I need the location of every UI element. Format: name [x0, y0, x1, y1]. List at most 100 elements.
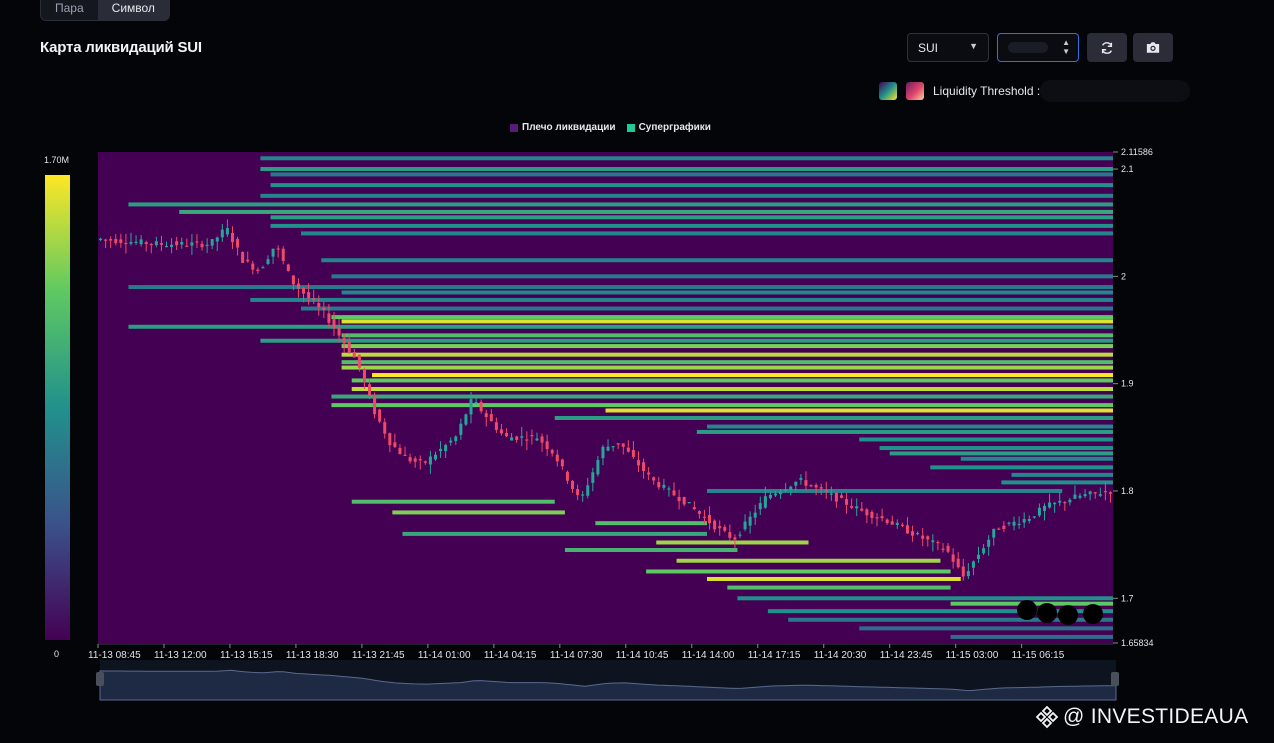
candle-body — [941, 548, 945, 550]
candle-body — [393, 442, 397, 448]
liquidation-level — [341, 352, 1114, 357]
liquidation-level — [341, 319, 1114, 324]
candle-body — [1042, 505, 1046, 511]
viridis-palette-swatch[interactable] — [879, 82, 897, 100]
candle-body — [819, 487, 823, 489]
liquidation-level — [341, 365, 1114, 370]
candle-body — [961, 566, 965, 577]
candle-body — [743, 521, 747, 530]
candle-body — [114, 239, 118, 244]
y-tick-label: 1.65834 — [1121, 638, 1154, 648]
candle-body — [484, 413, 488, 418]
liquidation-level — [960, 456, 1113, 461]
x-tick-label: 11-14 01:00 — [418, 650, 471, 661]
liquidation-level — [260, 167, 1113, 172]
candle-body — [560, 459, 564, 467]
liquidation-level — [372, 373, 1113, 378]
chevron-down-icon: ▼ — [969, 41, 978, 51]
liquidation-level — [341, 344, 1114, 349]
candle-body — [357, 354, 361, 368]
screenshot-button[interactable] — [1133, 33, 1173, 62]
candle-body — [408, 457, 412, 462]
candle-body — [423, 461, 427, 463]
symbol-select[interactable]: SUI ▼ — [907, 33, 989, 62]
legend-label: Суперграфики — [638, 122, 711, 133]
candle-body — [362, 370, 366, 382]
liquidity-threshold: Liquidity Threshold : — [879, 82, 1040, 100]
threshold-slider[interactable] — [1040, 80, 1190, 102]
candle-body — [895, 522, 899, 525]
colorbar — [45, 175, 70, 640]
candle-body — [951, 554, 955, 562]
liquidation-level — [889, 451, 1113, 456]
liquidation-level — [737, 596, 1113, 601]
candle-body — [464, 414, 468, 425]
candle-body — [966, 571, 970, 577]
view-tabs: Пара Символ — [40, 0, 170, 21]
threshold-label: Liquidity Threshold : — [933, 84, 1041, 98]
liquidation-level — [767, 609, 1113, 614]
liquidation-level — [788, 617, 1113, 622]
candle-body — [99, 238, 103, 241]
liquidation-level — [1001, 480, 1113, 485]
tab-pair[interactable]: Пара — [55, 1, 84, 15]
candle-body — [642, 462, 646, 472]
candle-body — [1088, 491, 1092, 495]
leverage-number-input[interactable]: ▲ ▼ — [997, 33, 1079, 62]
x-tick-label: 11-14 04:15 — [484, 650, 537, 661]
candle-body — [581, 494, 585, 496]
candle-body — [271, 248, 275, 257]
candle-body — [175, 241, 179, 246]
candle-body — [718, 526, 722, 529]
candle-body — [383, 422, 387, 434]
liquidation-level — [950, 634, 1113, 639]
magma-palette-swatch[interactable] — [906, 82, 924, 100]
legend-item-leverage[interactable]: Плечо ликвидации — [510, 122, 616, 133]
symbol-select-value: SUI — [918, 41, 939, 55]
candle-body — [1083, 494, 1087, 497]
candle-body — [449, 440, 453, 443]
candle-body — [276, 248, 280, 250]
liquidation-level — [707, 576, 961, 581]
liquidation-level — [128, 285, 1113, 290]
candle-body — [535, 438, 539, 441]
candle-body — [1053, 502, 1057, 505]
candle-body — [956, 558, 960, 568]
candle-body — [170, 244, 174, 248]
candle-body — [545, 441, 549, 450]
candle-body — [327, 313, 331, 323]
candle-body — [774, 493, 778, 496]
candle-body — [753, 512, 757, 518]
candle-body — [439, 448, 443, 452]
candle-body — [479, 401, 483, 412]
tab-symbol[interactable]: Символ — [97, 0, 169, 20]
candle-body — [799, 478, 803, 480]
candle-body — [505, 433, 509, 437]
candle-body — [139, 239, 143, 245]
candle-body — [804, 480, 808, 486]
candle-body — [515, 436, 519, 440]
x-tick-label: 11-15 06:15 — [1012, 650, 1065, 661]
candle-body — [119, 239, 123, 244]
candle-body — [540, 436, 544, 443]
candle-body — [215, 237, 219, 242]
candle-body — [1063, 502, 1067, 504]
candle-body — [931, 540, 935, 543]
candle-body — [687, 502, 691, 504]
refresh-button[interactable] — [1087, 33, 1127, 62]
watermark-text: @ INVESTIDEAUA — [1063, 705, 1249, 728]
liquidation-level — [707, 424, 1113, 429]
candle-body — [1022, 518, 1026, 523]
candle-body — [104, 239, 108, 241]
candle-body — [971, 561, 975, 568]
stepper-icon[interactable]: ▲ ▼ — [1062, 38, 1070, 56]
candle-body — [230, 233, 234, 243]
candle-body — [474, 402, 478, 404]
legend-item-supercharts[interactable]: Суперграфики — [626, 122, 711, 133]
binance-logo-icon — [1035, 705, 1059, 729]
candle-body — [286, 264, 290, 271]
candle-body — [454, 436, 458, 441]
liquidation-level — [696, 429, 1113, 434]
candle-body — [692, 507, 696, 510]
candle-body — [758, 503, 762, 510]
